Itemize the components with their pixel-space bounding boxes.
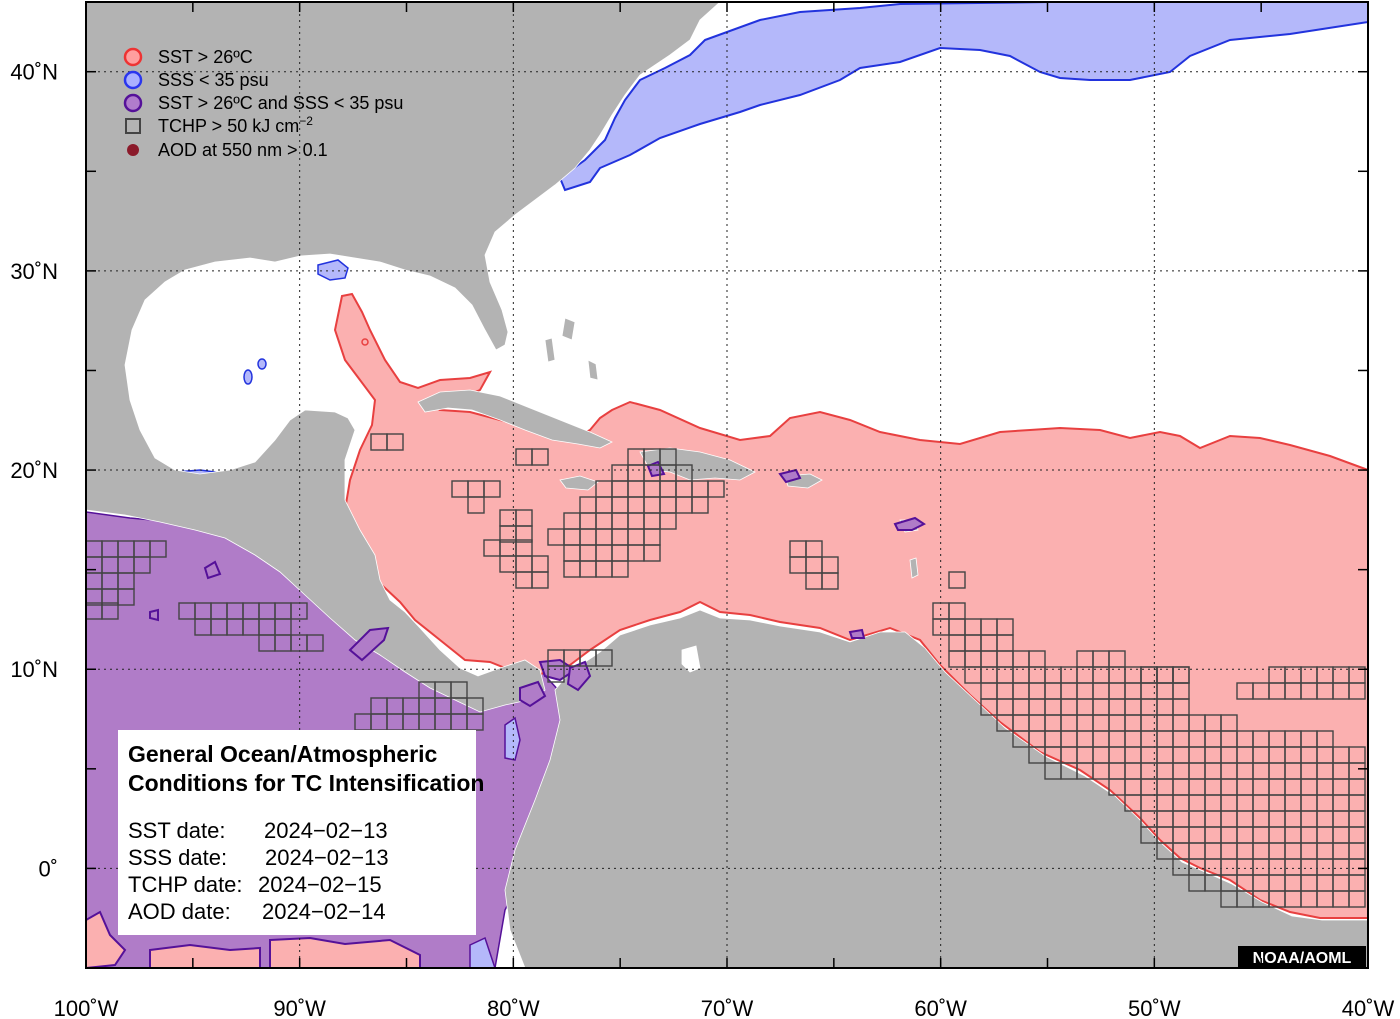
- latitude-tick-label: 30˚N: [10, 259, 58, 284]
- jamaica-land: [559, 475, 599, 491]
- latitude-tick-label: 10˚N: [10, 657, 58, 682]
- tchp-cell: [531, 448, 549, 466]
- combined-patch: [538, 658, 577, 682]
- sss-date-value: 2024−02−13: [265, 845, 389, 870]
- legend-sst-symbol: [123, 47, 143, 67]
- latitude-tick-label: 40˚N: [10, 60, 58, 85]
- tchp-cell: [290, 602, 308, 620]
- tchp-cell: [643, 544, 661, 562]
- tchp-cell: [515, 525, 533, 543]
- tchp-cell: [707, 480, 725, 498]
- sss-region-north-atlantic: [558, 2, 1368, 192]
- combined-patch: [203, 560, 222, 580]
- longitude-labels: 100˚W 90˚W 80˚W 70˚W 60˚W 50˚W 40˚W: [54, 996, 1395, 1019]
- sst-small-patch: [361, 338, 369, 346]
- legend-sst-label: SST > 26ºC: [158, 47, 253, 67]
- bahamas-land: [544, 337, 556, 363]
- tchp-cell: [547, 665, 565, 683]
- sst-patch-pacific: [86, 910, 127, 968]
- land-masses: [86, 2, 1368, 968]
- combined-patch: [348, 626, 390, 662]
- tchp-cell: [659, 512, 677, 530]
- tchp-cell: [117, 588, 135, 606]
- legend-sss-symbol: [123, 70, 143, 90]
- info-title-line1: General Ocean/Atmospheric: [128, 741, 438, 767]
- sss-patch-pacific: [504, 716, 521, 761]
- longitude-tick-label: 70˚W: [701, 996, 754, 1019]
- sss-date-label: SSS date:: [128, 845, 227, 870]
- tchp-cell: [948, 571, 966, 589]
- legend-combined-symbol: [123, 93, 143, 113]
- latitude-labels: 40˚N 30˚N 20˚N 10˚N 0˚: [10, 60, 58, 882]
- tchp-cell: [483, 480, 501, 498]
- tchp-cell: [1108, 650, 1126, 668]
- tchp-squares: [86, 433, 1366, 908]
- longitude-tick-label: 100˚W: [54, 996, 119, 1019]
- combined-patch: [149, 608, 159, 622]
- longitude-tick-label: 60˚W: [914, 996, 967, 1019]
- tchp-date-value: 2024−02−15: [258, 872, 382, 897]
- longitude-tick-label: 50˚W: [1128, 996, 1181, 1019]
- south-america-land: [504, 609, 1368, 968]
- aod-date-value: 2024−02−14: [262, 899, 386, 924]
- cuba-land: [417, 389, 613, 449]
- legend-sss-label: SSS < 35 psu: [158, 70, 269, 90]
- sss-gulf-patch: [317, 259, 349, 281]
- tchp-cell: [386, 433, 404, 451]
- sss-gulf-patch: [243, 369, 253, 385]
- combined-patches-caribbean: [149, 460, 926, 708]
- combined-patch: [519, 680, 547, 708]
- tchp-date-label: TCHP date:: [128, 872, 243, 897]
- tchp-cell: [821, 572, 839, 590]
- longitude-tick-label: 40˚W: [1342, 996, 1395, 1019]
- sss-patch-pacific: [469, 936, 496, 968]
- sst-patch-pacific: [149, 943, 261, 968]
- axis-ticks: [85, 2, 1369, 969]
- tchp-cell: [691, 496, 709, 514]
- longitude-tick-label: 90˚W: [273, 996, 326, 1019]
- tchp-cell: [149, 540, 167, 558]
- info-box-background: [118, 730, 476, 935]
- combined-patch: [893, 516, 926, 531]
- legend-tchp-label: TCHP > 50 kJ cm−2: [158, 114, 313, 136]
- tchp-cell: [531, 571, 549, 589]
- tchp-cell: [133, 556, 151, 574]
- tchp-cell: [1348, 666, 1366, 684]
- combined-patch: [778, 468, 802, 484]
- bahamas-land: [587, 359, 599, 381]
- legend-combined-label: SST > 26ºC and SSS < 35 psu: [158, 93, 403, 113]
- tchp-cell: [611, 560, 629, 578]
- latitude-tick-label: 0˚: [38, 856, 58, 881]
- bahamas-land: [561, 317, 576, 341]
- sst-region-atlantic: [333, 292, 1368, 919]
- tchp-cell: [306, 634, 324, 652]
- sst-date-value: 2024−02−13: [264, 818, 388, 843]
- tchp-cell: [595, 649, 613, 667]
- legend: SST > 26ºC SSS < 35 psu SST > 26ºC and S…: [123, 47, 403, 160]
- latitude-tick-label: 20˚N: [10, 458, 58, 483]
- legend-tchp-symbol: [125, 118, 141, 134]
- tchp-cell: [1172, 666, 1190, 684]
- legend-aod-symbol: [127, 144, 139, 156]
- aod-date-label: AOD date:: [128, 899, 231, 924]
- credit-background: [1238, 946, 1366, 968]
- longitude-tick-label: 80˚W: [487, 996, 540, 1019]
- tchp-cell: [101, 602, 119, 620]
- credit-label: NOAA/AOML: [1253, 950, 1352, 967]
- tchp-cell: [1348, 890, 1366, 908]
- info-box: General Ocean/Atmospheric Conditions for…: [118, 730, 484, 935]
- sss-gulf-patch: [257, 358, 267, 370]
- lake-maracaibo: [681, 645, 701, 673]
- tchp-cell: [467, 496, 485, 514]
- sst-patch-pacific: [269, 936, 421, 968]
- sst-date-label: SST date:: [128, 818, 225, 843]
- info-title-line2: Conditions for TC Intensification: [128, 770, 484, 796]
- legend-aod-label: AOD at 550 nm > 0.1: [158, 140, 328, 160]
- combined-patch: [848, 628, 866, 639]
- lesser-antilles-land: [909, 557, 919, 579]
